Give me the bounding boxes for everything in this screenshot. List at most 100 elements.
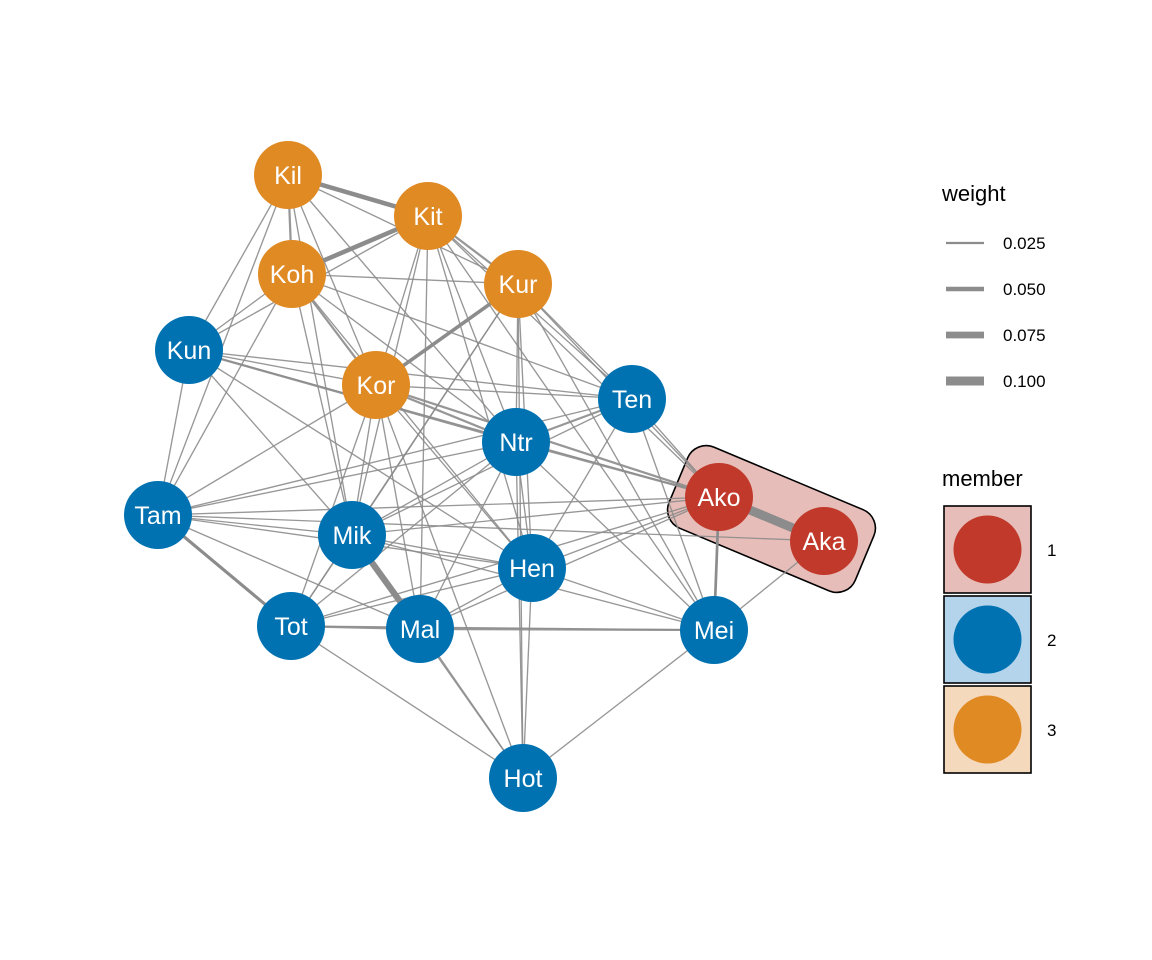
member-legend-label: 3 [1047,721,1056,740]
edge-ntr-ako [515,440,720,499]
edge-ako-mal [419,496,720,630]
node-label: Kit [413,203,442,231]
node-circle [257,592,325,660]
node-label: Kor [357,372,396,400]
node-mik[interactable]: Mik [318,501,386,569]
edge-kil-tam [157,174,289,516]
member-legend-label: 2 [1047,631,1056,650]
edge-kil-kor [287,174,377,386]
node-koh[interactable]: Koh [258,240,326,308]
edge-kit-mei [427,215,715,631]
edge-tam-mal [157,514,421,630]
node-circle [254,141,322,209]
edge-ntr-hot [515,441,524,779]
edge-ntr-tam [157,441,517,516]
edge-koh-ntr [291,273,517,443]
node-label: Mei [694,617,734,645]
weight-legend-label: 0.075 [1003,326,1046,345]
member-legend: member 1 2 3 [942,466,1056,774]
node-ntr[interactable]: Ntr [482,408,550,476]
edge-kil-ntr [287,174,517,443]
node-label: Ntr [499,429,532,457]
node-circle [155,316,223,384]
node-circle [482,408,550,476]
edge-kit-hen [427,215,533,569]
node-label: Hot [504,765,543,793]
edge-mei-hot [522,629,715,779]
node-circle [598,365,666,433]
node-circle [680,596,748,664]
edge-kil-mik [287,174,353,536]
node-circle [790,507,858,575]
edge-koh-mik [291,273,353,536]
node-kit[interactable]: Kit [394,182,462,250]
node-label: Kil [274,162,302,190]
node-kur[interactable]: Kur [484,250,552,318]
node-ten[interactable]: Ten [598,365,666,433]
member-legend-label: 1 [1047,541,1056,560]
edge-kun-ten [188,349,633,400]
edge-aka-tam [157,514,825,542]
node-kun[interactable]: Kun [155,316,223,384]
edge-kur-hot [517,283,524,779]
edge-ten-mik [351,398,633,536]
node-label: Aka [802,528,845,556]
member-legend-swatch [953,515,1022,584]
weight-legend: weight 0.025 0.050 0.075 0.100 [941,181,1046,391]
edge-hen-hot [522,567,533,779]
edge-kit-ntr [427,215,517,443]
node-circle [685,463,753,531]
weight-legend-title: weight [941,181,1006,206]
member-legend-swatch [953,695,1022,764]
node-hen[interactable]: Hen [498,534,566,602]
edge-ako-tam [157,496,720,516]
node-circle [124,481,192,549]
node-ako[interactable]: Ako [685,463,753,531]
node-label: Mal [400,616,440,644]
edge-koh-hen [291,273,533,569]
node-circle [342,351,410,419]
node-tot[interactable]: Tot [257,592,325,660]
weight-legend-label: 0.025 [1003,234,1046,253]
node-label: Ten [612,386,652,414]
node-mei[interactable]: Mei [680,596,748,664]
weight-legend-label: 0.050 [1003,280,1046,299]
node-label: Kur [499,271,538,299]
edge-ako-mik [351,496,720,536]
weight-legend-label: 0.100 [1003,372,1046,391]
node-circle [498,534,566,602]
node-hot[interactable]: Hot [489,744,557,812]
edge-mal-mei [419,627,715,632]
member-legend-swatch [953,605,1022,674]
edge-kit-ako [427,215,720,498]
node-mal[interactable]: Mal [386,595,454,663]
node-circle [318,501,386,569]
edge-kun-hen [188,349,533,569]
edge-koh-kur [291,273,519,285]
edge-koh-tam [157,273,293,516]
node-kor[interactable]: Kor [342,351,410,419]
node-circle [394,182,462,250]
edge-ntr-mal [419,441,517,630]
edge-koh-ten [291,273,633,400]
node-aka[interactable]: Aka [790,507,858,575]
edge-ten-tam [157,398,633,516]
edge-kor-ten [375,384,633,400]
node-layer: Kil Kit Koh Kur Kun Kor Ten Ntr Ako Aka Tam Mik Hen T… [124,141,858,812]
member-legend-title: member [942,466,1023,491]
node-circle [489,744,557,812]
node-kil[interactable]: Kil [254,141,322,209]
node-label: Tam [134,502,181,530]
edge-kor-tam [157,384,377,516]
edge-kor-tot [290,384,377,627]
node-label: Mik [333,522,372,550]
node-tam[interactable]: Tam [124,481,192,549]
node-circle [484,250,552,318]
node-label: Tot [274,613,307,641]
node-circle [386,595,454,663]
node-label: Hen [509,555,555,583]
edge-kur-mei [517,283,715,631]
edge-kit-mal [419,215,429,630]
edge-kor-hot [375,384,524,779]
